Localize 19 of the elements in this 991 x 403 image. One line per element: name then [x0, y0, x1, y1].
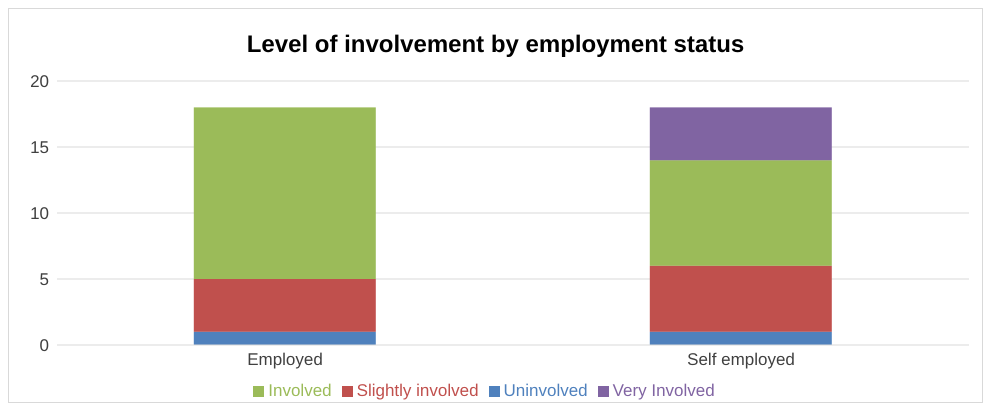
bar: [194, 107, 376, 279]
bar: [650, 266, 832, 332]
y-tick-label: 15: [30, 138, 49, 158]
legend-label: Involved: [268, 381, 332, 400]
bar: [650, 160, 832, 266]
y-tick-label: 10: [30, 204, 49, 224]
bar: [650, 107, 832, 160]
legend-label: Slightly involved: [356, 381, 479, 400]
y-tick-label: 0: [40, 336, 49, 356]
chart-title: Level of involvement by employment status: [246, 30, 746, 60]
legend-label: Very Involved: [612, 381, 715, 400]
bar: [650, 332, 832, 345]
y-tick-label: 20: [30, 72, 49, 92]
bar: [194, 332, 376, 345]
x-tick-label: Self employed: [687, 350, 795, 370]
x-tick-label: Employed: [247, 350, 323, 370]
legend-label: Uninvolved: [504, 381, 588, 400]
y-tick-label: 5: [40, 270, 49, 290]
bar: [194, 279, 376, 332]
